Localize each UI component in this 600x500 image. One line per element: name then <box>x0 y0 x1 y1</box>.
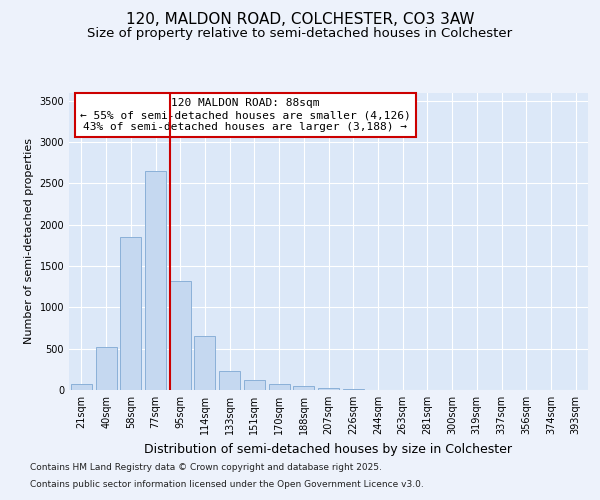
Bar <box>269 384 290 390</box>
X-axis label: Distribution of semi-detached houses by size in Colchester: Distribution of semi-detached houses by … <box>145 442 512 456</box>
Bar <box>343 389 364 390</box>
Bar <box>120 237 141 390</box>
Text: Contains public sector information licensed under the Open Government Licence v3: Contains public sector information licen… <box>30 480 424 489</box>
Bar <box>71 384 92 390</box>
Bar <box>318 388 339 390</box>
Y-axis label: Number of semi-detached properties: Number of semi-detached properties <box>24 138 34 344</box>
Bar <box>293 386 314 390</box>
Bar <box>145 171 166 390</box>
Bar <box>170 280 191 390</box>
Text: 120, MALDON ROAD, COLCHESTER, CO3 3AW: 120, MALDON ROAD, COLCHESTER, CO3 3AW <box>126 12 474 28</box>
Bar <box>244 380 265 390</box>
Text: Size of property relative to semi-detached houses in Colchester: Size of property relative to semi-detach… <box>88 28 512 40</box>
Text: 120 MALDON ROAD: 88sqm
← 55% of semi-detached houses are smaller (4,126)
43% of : 120 MALDON ROAD: 88sqm ← 55% of semi-det… <box>80 98 411 132</box>
Text: Contains HM Land Registry data © Crown copyright and database right 2025.: Contains HM Land Registry data © Crown c… <box>30 462 382 471</box>
Bar <box>219 372 240 390</box>
Bar <box>95 346 116 390</box>
Bar <box>194 336 215 390</box>
